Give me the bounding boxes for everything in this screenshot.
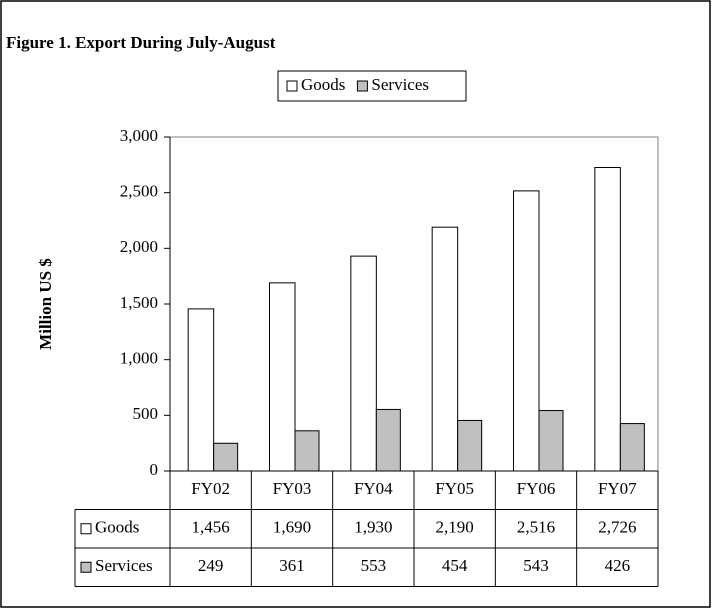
bar (594, 167, 621, 472)
bar (375, 408, 401, 472)
table-series-name: Goods (95, 518, 139, 537)
y-tick-label: 0 (150, 460, 159, 479)
bar (538, 410, 564, 472)
chart-title: Figure 1. Export During July-August (6, 33, 276, 52)
table-value: 361 (279, 556, 305, 575)
legend-swatch (286, 80, 298, 92)
legend-swatch (356, 80, 368, 92)
legend-label: Services (371, 75, 429, 94)
table-value: 543 (523, 556, 549, 575)
table-value: 2,726 (598, 518, 636, 537)
x-tick-label: FY03 (273, 479, 312, 498)
bar (513, 190, 540, 472)
x-tick-label: FY07 (598, 479, 637, 498)
table-value: 2,190 (436, 518, 474, 537)
bar (269, 282, 296, 472)
bar (294, 430, 320, 472)
legend-label: Goods (301, 75, 345, 94)
bar (457, 419, 483, 472)
y-tick-label: 2,500 (120, 182, 158, 201)
y-tick-label: 3,000 (120, 126, 158, 145)
table-legend-swatch (80, 561, 92, 573)
table-legend-swatch (80, 523, 92, 535)
bar (187, 308, 215, 472)
y-tick-label: 500 (133, 404, 159, 423)
x-tick-label: FY02 (191, 479, 230, 498)
bar (619, 423, 645, 472)
bar (431, 226, 459, 472)
table-value: 454 (442, 556, 468, 575)
bar (350, 255, 377, 472)
table-value: 1,930 (354, 518, 392, 537)
table-value: 1,456 (192, 518, 230, 537)
legend (277, 70, 467, 102)
table-value: 1,690 (273, 518, 311, 537)
x-tick-label: FY06 (517, 479, 556, 498)
y-tick-label: 1,500 (120, 293, 158, 312)
table-value: 249 (198, 556, 224, 575)
x-tick-label: FY04 (354, 479, 393, 498)
y-tick-label: 2,000 (120, 237, 158, 256)
table-value: 2,516 (517, 518, 555, 537)
x-tick-label: FY05 (435, 479, 474, 498)
table-value: 553 (361, 556, 387, 575)
table-value: 426 (605, 556, 631, 575)
y-tick-label: 1,000 (120, 349, 158, 368)
y-axis-label: Million US $ (36, 258, 55, 350)
bar (213, 442, 239, 472)
table-series-name: Services (95, 556, 153, 575)
